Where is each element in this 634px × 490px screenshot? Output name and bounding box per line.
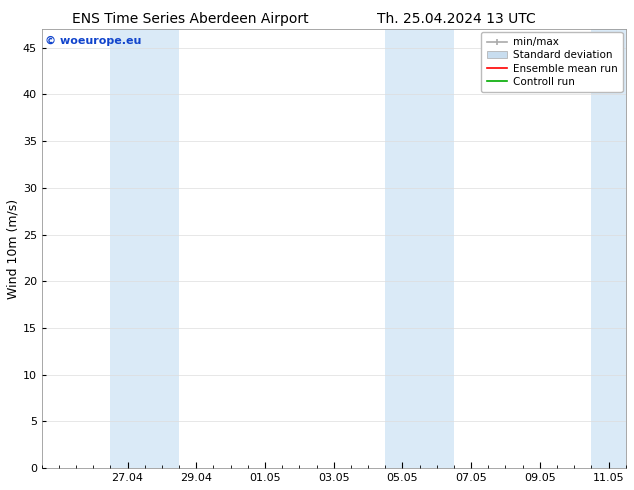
- Bar: [110, 29, 179, 468]
- Y-axis label: Wind 10m (m/s): Wind 10m (m/s): [7, 198, 20, 299]
- Text: © woeurope.eu: © woeurope.eu: [44, 36, 141, 46]
- Bar: [385, 29, 454, 468]
- Text: ENS Time Series Aberdeen Airport: ENS Time Series Aberdeen Airport: [72, 12, 309, 26]
- Legend: min/max, Standard deviation, Ensemble mean run, Controll run: min/max, Standard deviation, Ensemble me…: [481, 32, 623, 92]
- Bar: [592, 29, 634, 468]
- Text: Th. 25.04.2024 13 UTC: Th. 25.04.2024 13 UTC: [377, 12, 536, 26]
